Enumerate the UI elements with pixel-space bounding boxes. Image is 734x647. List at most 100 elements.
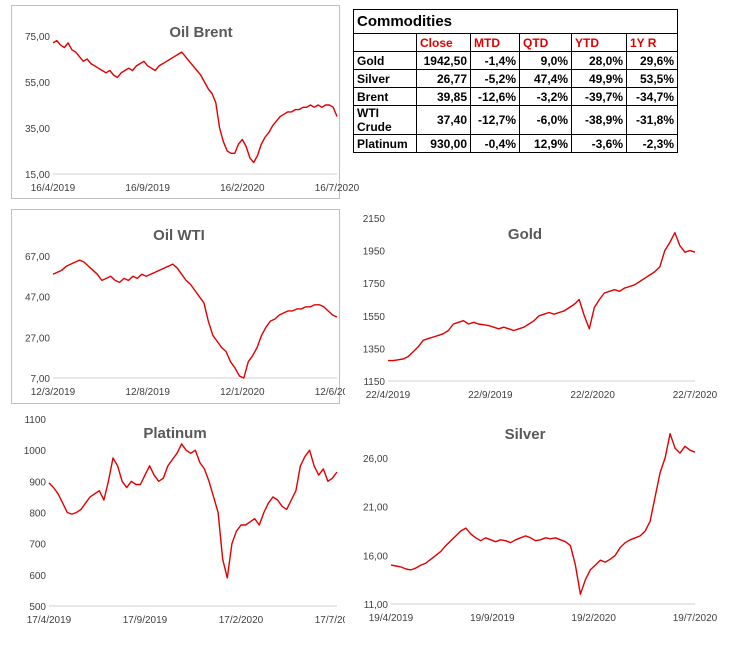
platinum-chart: Platinum 1100 1000 900 800 700 600 500 17/4/201…: [24, 415, 360, 626]
table-row: Platinum 930,00 -0,4% 12,9% -3,6% -2,3%: [353, 134, 678, 153]
x-tick-label: 12/1/2020: [220, 387, 265, 398]
silver-chart-panel: Silver 26,00 21,00 16,00 11,00 19/4/2019 19/9…: [345, 412, 720, 638]
chart-title: Silver: [505, 426, 546, 443]
x-tick-label: 16/2/2020: [220, 183, 265, 194]
series-line: [52, 259, 338, 379]
series-line: [52, 39, 338, 164]
cell: 53,5%: [626, 69, 678, 88]
series-line: [390, 433, 696, 596]
cell: -6,0%: [519, 105, 572, 135]
cell: 29,6%: [626, 51, 678, 70]
chart-title: Platinum: [143, 425, 206, 442]
y-tick-label: 67,00: [25, 252, 50, 263]
y-tick-label: 21,00: [363, 503, 388, 514]
header-cell: [353, 33, 417, 52]
cell: 9,0%: [519, 51, 572, 70]
y-tick-label: 7,00: [31, 374, 51, 385]
y-tick-label: 1000: [24, 446, 47, 457]
cell: -12,6%: [470, 87, 520, 106]
series-line: [388, 232, 696, 362]
y-tick-label: 55,00: [25, 78, 50, 89]
cell: -1,4%: [470, 51, 520, 70]
row-label: WTI Crude: [353, 105, 417, 135]
cell: -12,7%: [470, 105, 520, 135]
platinum-chart-panel: Platinum 1100 1000 900 800 700 600 500 17/4/201…: [11, 412, 360, 638]
x-tick-label: 22/9/2019: [468, 390, 513, 401]
y-tick-label: 2150: [363, 214, 386, 225]
cell: 49,9%: [571, 69, 627, 88]
table-row: Gold 1942,50 -1,4% 9,0% 28,0% 29,6%: [353, 51, 678, 70]
gold-chart-panel: Gold 2150 1950 1750 1550 1350 1150 22/4/2019 22…: [345, 209, 720, 404]
cell: -3,6%: [571, 134, 627, 153]
header-cell: 1Y R: [626, 33, 678, 52]
x-tick-label: 17/4/2019: [27, 615, 72, 626]
cell: 12,9%: [519, 134, 572, 153]
row-label: Brent: [353, 87, 417, 106]
cell: -39,7%: [571, 87, 627, 106]
oil-brent-chart-panel: Oil Brent 75,00 55,00 35,00 15,00 16/4/2019 1…: [11, 5, 360, 199]
oil-wti-chart: Oil WTI 67,00 47,00 27,00 7,00 12/3/2019 12/8…: [25, 227, 360, 398]
x-tick-label: 17/9/2019: [123, 615, 168, 626]
table-row: Silver 26,77 -5,2% 47,4% 49,9% 53,5%: [353, 69, 678, 88]
x-tick-label: 12/8/2019: [125, 387, 170, 398]
x-tick-label: 17/7/2020: [315, 615, 360, 626]
cell: 37,40: [416, 105, 471, 135]
cell: 47,4%: [519, 69, 572, 88]
y-tick-label: 500: [29, 602, 46, 613]
y-tick-label: 35,00: [25, 124, 50, 135]
row-label: Platinum: [353, 134, 417, 153]
y-tick-label: 1750: [363, 279, 386, 290]
cell: -34,7%: [626, 87, 678, 106]
y-tick-label: 27,00: [25, 333, 50, 344]
y-tick-label: 1950: [363, 247, 386, 258]
y-tick-label: 800: [29, 509, 46, 520]
gold-chart: Gold 2150 1950 1750 1550 1350 1150 22/4/2019 22…: [363, 214, 718, 401]
x-tick-label: 19/7/2020: [673, 613, 718, 624]
table-title: Commodities: [353, 9, 678, 34]
cell: -0,4%: [470, 134, 520, 153]
header-cell: QTD: [519, 33, 572, 52]
cell: 930,00: [416, 134, 471, 153]
row-label: Gold: [353, 51, 417, 70]
x-tick-label: 22/2/2020: [570, 390, 615, 401]
y-tick-label: 700: [29, 540, 46, 551]
y-tick-label: 16,00: [363, 551, 388, 562]
x-tick-label: 12/6/2020: [315, 387, 360, 398]
y-tick-label: 600: [29, 571, 46, 582]
y-tick-label: 75,00: [25, 32, 50, 43]
cell: 1942,50: [416, 51, 471, 70]
x-tick-label: 19/2/2020: [571, 613, 616, 624]
x-tick-label: 19/4/2019: [369, 613, 414, 624]
chart-title: Oil WTI: [153, 227, 205, 244]
y-tick-label: 15,00: [25, 170, 50, 181]
row-label: Silver: [353, 69, 417, 88]
cell: -38,9%: [571, 105, 627, 135]
table-header-row: Close MTD QTD YTD 1Y R: [353, 33, 678, 52]
x-tick-label: 16/4/2019: [31, 183, 76, 194]
x-tick-label: 12/3/2019: [31, 387, 76, 398]
header-cell: Close: [416, 33, 471, 52]
table-row: Brent 39,85 -12,6% -3,2% -39,7% -34,7%: [353, 87, 678, 106]
chart-title: Oil Brent: [169, 24, 232, 41]
y-tick-label: 1350: [363, 344, 386, 355]
commodities-table: Commodities Close MTD QTD YTD 1Y R Gold …: [353, 9, 678, 153]
table-row: WTI Crude 37,40 -12,7% -6,0% -38,9% -31,…: [353, 105, 678, 135]
cell: -31,8%: [626, 105, 678, 135]
y-tick-label: 47,00: [25, 293, 50, 304]
y-tick-label: 1150: [363, 377, 385, 388]
x-tick-label: 16/9/2019: [125, 183, 170, 194]
header-cell: MTD: [470, 33, 520, 52]
header-cell: YTD: [571, 33, 627, 52]
oil-brent-chart: Oil Brent 75,00 55,00 35,00 15,00 16/4/2019 1…: [25, 24, 360, 194]
y-tick-label: 26,00: [363, 454, 388, 465]
x-tick-label: 19/9/2019: [470, 613, 515, 624]
y-tick-label: 11,00: [364, 600, 389, 611]
cell: -5,2%: [470, 69, 520, 88]
y-tick-label: 900: [29, 477, 46, 488]
cell: -2,3%: [626, 134, 678, 153]
x-tick-label: 16/7/2020: [315, 183, 360, 194]
series-line: [48, 443, 338, 579]
silver-chart: Silver 26,00 21,00 16,00 11,00 19/4/2019 19/9…: [363, 426, 718, 624]
oil-wti-chart-panel: Oil WTI 67,00 47,00 27,00 7,00 12/3/2019 12/8…: [11, 209, 360, 404]
chart-title: Gold: [508, 226, 542, 243]
